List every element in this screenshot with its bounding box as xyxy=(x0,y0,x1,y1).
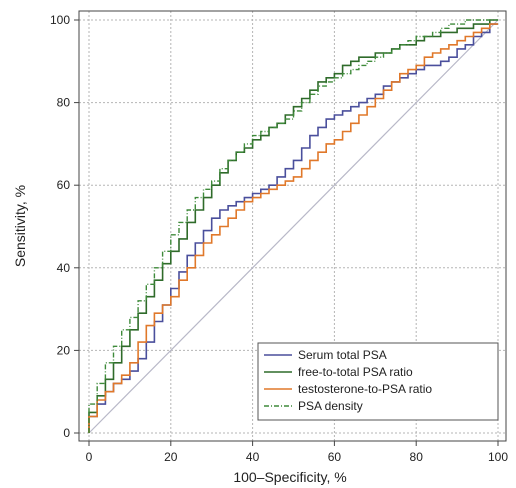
series-group xyxy=(88,19,498,433)
plot-frame xyxy=(78,10,507,442)
x-tick-label-2: 40 xyxy=(246,450,260,464)
x-tick-label-4: 80 xyxy=(410,450,424,464)
series-line-3 xyxy=(88,19,498,433)
series-line-2 xyxy=(88,23,498,433)
y-tick-label-2: 40 xyxy=(57,261,71,275)
x-axis-ticks: 0 20 40 60 80 100 xyxy=(86,441,508,464)
y-axis-ticks: 0 20 40 60 80 100 xyxy=(50,13,79,440)
y-tick-label-0: 0 xyxy=(63,426,70,440)
x-axis-title: 100–Specificity, % xyxy=(233,469,346,485)
y-axis-title: Sensitivity, % xyxy=(12,185,28,267)
x-tick-label-0: 0 xyxy=(86,450,93,464)
y-tick-label-4: 80 xyxy=(57,96,71,110)
x-tick-label-3: 60 xyxy=(328,450,342,464)
legend: Serum total PSA free-to-total PSA ratio te… xyxy=(257,342,499,421)
legend-label-0: Serum total PSA xyxy=(298,348,387,362)
series-line-1 xyxy=(88,19,498,433)
x-tick-label-1: 20 xyxy=(164,450,178,464)
x-tick-label-5: 100 xyxy=(488,450,508,464)
legend-box xyxy=(257,342,499,421)
legend-label-2: testosterone-to-PSA ratio xyxy=(298,382,432,396)
y-tick-label-1: 20 xyxy=(57,343,71,357)
legend-label-1: free-to-total PSA ratio xyxy=(298,365,413,379)
legend-label-3: PSA density xyxy=(298,399,363,413)
diagonal-line xyxy=(88,19,499,434)
series-line-0 xyxy=(88,23,498,433)
reference-line xyxy=(88,19,499,434)
y-tick-label-3: 60 xyxy=(57,178,71,192)
y-tick-label-5: 100 xyxy=(50,13,70,27)
